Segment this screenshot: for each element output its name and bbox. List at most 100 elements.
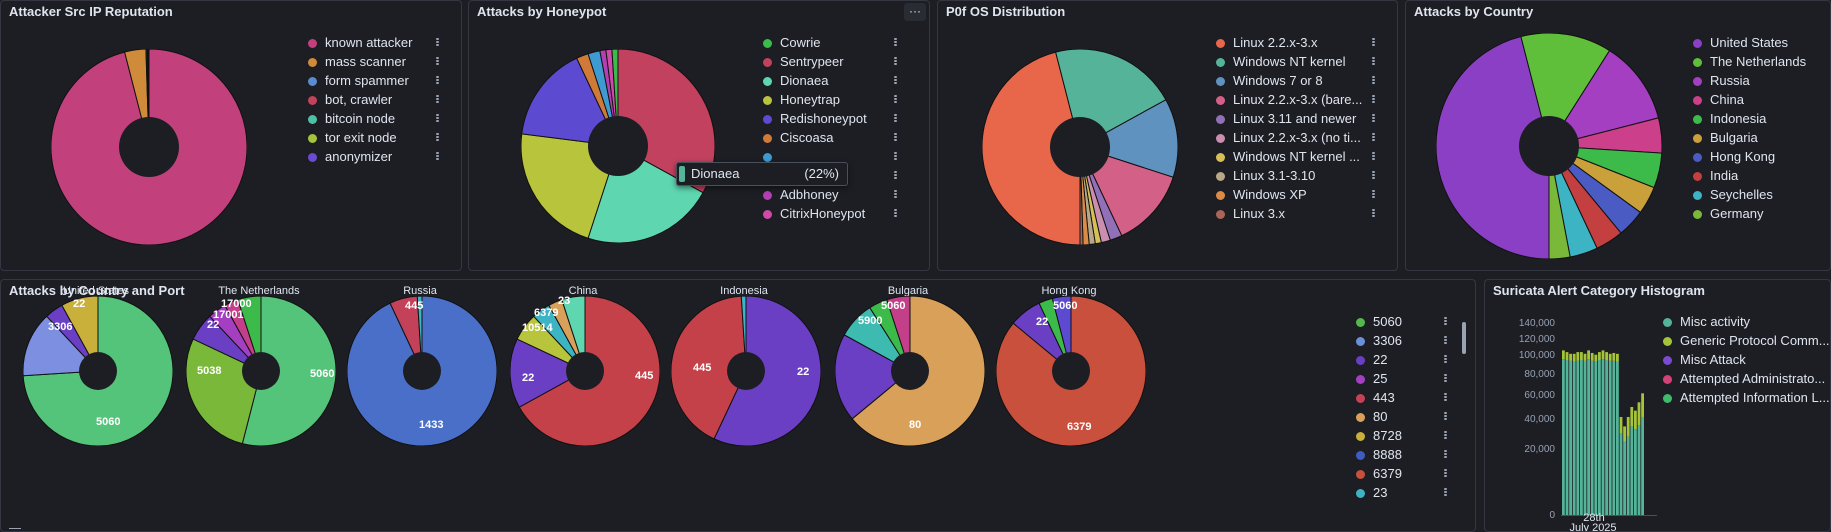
country-port-donut[interactable]	[510, 296, 660, 446]
histogram-bar-generic-protocol[interactable]	[1637, 402, 1641, 426]
histogram-bar-generic-protocol[interactable]	[1598, 352, 1601, 360]
slice-other[interactable]	[561, 296, 586, 372]
legend-item[interactable]: 8888	[1356, 446, 1402, 464]
slice-22[interactable]	[510, 338, 587, 408]
legend-item[interactable]: 5060	[1356, 313, 1402, 331]
panel-options-button[interactable]: ···	[904, 3, 926, 21]
histogram-bar-generic-protocol[interactable]	[1619, 416, 1623, 434]
legend-item-actions-icon[interactable]	[436, 37, 440, 47]
legend-item-actions-icon[interactable]	[1444, 335, 1448, 345]
legend-item[interactable]: Seychelles	[1693, 186, 1773, 204]
legend-item-actions-icon[interactable]	[1372, 113, 1376, 123]
legend-item[interactable]: Germany	[1693, 205, 1763, 223]
legend-item[interactable]: Ciscoasa	[763, 129, 833, 147]
histogram-bar-misc-activity[interactable]	[1641, 416, 1644, 516]
legend-item[interactable]: Hong Kong	[1693, 148, 1775, 166]
histogram-bar-misc-activity[interactable]	[1569, 360, 1572, 516]
histogram-bar-generic-protocol[interactable]	[1580, 352, 1583, 360]
slice-linux-2-2-x-3-x[interactable]	[982, 51, 1081, 245]
slice-other[interactable]	[61, 296, 99, 372]
slice-honeytrap[interactable]	[521, 57, 619, 147]
histogram-bar-misc-activity[interactable]	[1601, 359, 1605, 516]
suricata-histogram-chart[interactable]	[1561, 320, 1657, 516]
histogram-bar-misc-activity[interactable]	[1590, 360, 1594, 516]
histogram-bar-generic-protocol[interactable]	[1623, 426, 1626, 442]
legend-item-actions-icon[interactable]	[436, 75, 440, 85]
slice-other[interactable]	[237, 296, 262, 372]
histogram-bar-misc-activity[interactable]	[1605, 359, 1608, 516]
legend-item[interactable]: Linux 3.11 and newer	[1216, 110, 1356, 128]
slice-5060[interactable]	[241, 296, 336, 446]
histogram-bar-misc-activity[interactable]	[1598, 359, 1601, 516]
country-donut-chart[interactable]	[1436, 33, 1662, 259]
legend-item[interactable]: Redishoneypot	[763, 110, 867, 128]
histogram-bar-misc-activity[interactable]	[1565, 359, 1569, 516]
legend-item-actions-icon[interactable]	[1444, 354, 1448, 364]
histogram-bar-generic-protocol[interactable]	[1562, 350, 1565, 360]
legend-item[interactable]: Linux 3.1-3.10	[1216, 167, 1315, 185]
slice-russia[interactable]	[1547, 49, 1660, 147]
histogram-bar-generic-protocol[interactable]	[1616, 353, 1619, 362]
legend-item[interactable]: Honeytrap	[763, 91, 840, 109]
legend-item[interactable]: known attacker	[308, 34, 412, 52]
legend-item-actions-icon[interactable]	[1372, 151, 1376, 161]
histogram-bar-generic-protocol[interactable]	[1626, 416, 1630, 437]
country-port-donut[interactable]	[996, 296, 1146, 446]
histogram-bar-misc-activity[interactable]	[1587, 359, 1590, 516]
legend-item-actions-icon[interactable]	[1372, 37, 1376, 47]
legend-item[interactable]: Adbhoney	[763, 186, 839, 204]
legend-item-actions-icon[interactable]	[1372, 75, 1376, 85]
histogram-bar-misc-activity[interactable]	[1626, 436, 1630, 516]
legend-item-actions-icon[interactable]	[894, 56, 898, 66]
legend-item[interactable]: Linux 2.2.x-3.x (bare...	[1216, 91, 1362, 109]
legend-item-actions-icon[interactable]	[1444, 430, 1448, 440]
legend-item-actions-icon[interactable]	[1372, 208, 1376, 218]
histogram-bar-misc-activity[interactable]	[1623, 441, 1626, 516]
histogram-bar-generic-protocol[interactable]	[1576, 352, 1580, 361]
slice-other[interactable]	[886, 296, 911, 372]
legend-item[interactable]: Attempted Information L...	[1663, 389, 1830, 407]
histogram-bar-misc-activity[interactable]	[1572, 361, 1576, 516]
histogram-bar-generic-protocol[interactable]	[1608, 353, 1612, 361]
legend-item[interactable]: 3306	[1356, 332, 1402, 350]
country-port-donut[interactable]	[835, 296, 985, 446]
legend-item-actions-icon[interactable]	[894, 151, 898, 161]
histogram-bar-generic-protocol[interactable]	[1594, 354, 1598, 362]
legend-item-actions-icon[interactable]	[1372, 189, 1376, 199]
histogram-bar-misc-activity[interactable]	[1630, 426, 1634, 516]
os-donut-chart[interactable]	[982, 49, 1178, 245]
legend-item-actions-icon[interactable]	[1444, 316, 1448, 326]
histogram-bar-misc-activity[interactable]	[1576, 360, 1580, 516]
legend-item[interactable]: Misc activity	[1663, 313, 1750, 331]
legend-item[interactable]: Misc Attack	[1663, 351, 1746, 369]
legend-item-actions-icon[interactable]	[1444, 392, 1448, 402]
country-port-donut[interactable]	[23, 296, 173, 446]
legend-item[interactable]: 443	[1356, 389, 1395, 407]
histogram-bar-generic-protocol[interactable]	[1601, 350, 1605, 360]
legend-item[interactable]: anonymizer	[308, 148, 392, 166]
legend-item-actions-icon[interactable]	[1444, 468, 1448, 478]
legend-item[interactable]: Indonesia	[1693, 110, 1766, 128]
legend-item-actions-icon[interactable]	[1444, 411, 1448, 421]
histogram-bar-misc-activity[interactable]	[1616, 361, 1619, 516]
legend-item[interactable]: bot, crawler	[308, 91, 392, 109]
slice-united-states[interactable]	[1436, 35, 1550, 259]
legend-item[interactable]: 22	[1356, 351, 1387, 369]
legend-item-actions-icon[interactable]	[894, 37, 898, 47]
legend-scrollbar[interactable]	[1462, 322, 1466, 354]
slice-5038[interactable]	[186, 338, 262, 445]
legend-item[interactable]: tor exit node	[308, 129, 397, 147]
histogram-bar-generic-protocol[interactable]	[1565, 352, 1569, 360]
country-port-donut[interactable]	[671, 296, 821, 446]
histogram-bar-misc-activity[interactable]	[1637, 425, 1641, 516]
list-icon[interactable]	[9, 528, 21, 531]
legend-item[interactable]: form spammer	[308, 72, 409, 90]
legend-item-actions-icon[interactable]	[894, 170, 898, 180]
histogram-bar-generic-protocol[interactable]	[1569, 353, 1572, 361]
reputation-donut-chart[interactable]	[51, 49, 247, 245]
legend-item[interactable]: Cowrie	[763, 34, 820, 52]
legend-item-actions-icon[interactable]	[894, 75, 898, 85]
legend-item[interactable]: Russia	[1693, 72, 1750, 90]
legend-item[interactable]: 8728	[1356, 427, 1402, 445]
legend-item[interactable]: Sentrypeer	[763, 53, 844, 71]
